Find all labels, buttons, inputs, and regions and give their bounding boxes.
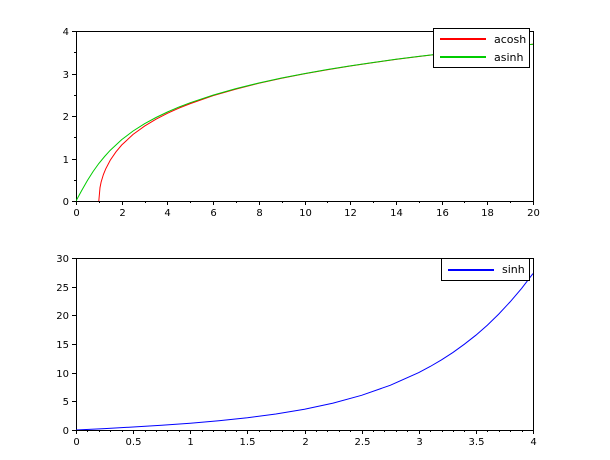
x-tick-label: 10 [299, 208, 312, 219]
x-tick-label: 12 [344, 208, 357, 219]
y-tick-label: 4 [63, 27, 69, 38]
curve-asinh [76, 43, 533, 201]
x-tick-label: 16 [436, 208, 449, 219]
y-tick-label: 30 [56, 254, 69, 265]
x-tick-label: 4 [530, 437, 536, 448]
x-tick-label: 3.5 [469, 437, 485, 448]
asinh-line-sample [440, 56, 486, 58]
legend-bottom-plot: sinh [441, 258, 530, 281]
y-tick-label: 20 [56, 311, 69, 322]
x-tick-label: 2.5 [355, 437, 371, 448]
legend-label-acosh: acosh [494, 32, 527, 46]
legend-top-plot: acosh asinh [433, 28, 530, 68]
y-tick-label: 5 [63, 397, 69, 408]
y-tick-label: 10 [56, 369, 69, 380]
plot-2: 0 0.5 1 1.5 2 2.5 3 3.5 4 0 5 10 15 20 25 30 [56, 254, 536, 448]
y-tick-label: 1 [63, 155, 69, 166]
legend-entry-sinh: sinh [442, 261, 529, 279]
curve-sinh [76, 273, 533, 430]
acosh-line-sample [440, 38, 486, 40]
x-tick-label: 3 [416, 437, 422, 448]
legend-entry-acosh: acosh [434, 30, 529, 48]
y-tick-label: 3 [63, 70, 69, 81]
x-tick-label: 4 [164, 208, 170, 219]
x-tick-label: 8 [256, 208, 262, 219]
y-tick-label: 0 [63, 197, 69, 208]
axes-box [76, 258, 534, 431]
x-tick-label: 18 [481, 208, 494, 219]
y-tick-label: 0 [63, 426, 69, 437]
legend-label-asinh: asinh [494, 50, 524, 64]
x-tick-label: 20 [527, 208, 540, 219]
x-tick-label: 6 [210, 208, 216, 219]
legend-label-sinh: sinh [502, 263, 525, 276]
x-tick-label: 2 [119, 208, 125, 219]
x-tick-label: 1 [187, 437, 193, 448]
x-tick-label: 1.5 [240, 437, 256, 448]
y-tick-label: 25 [56, 283, 69, 294]
x-tick-label: 14 [390, 208, 403, 219]
y-tick-label: 2 [63, 112, 69, 123]
x-tick-label: 2 [302, 437, 308, 448]
x-tick-label: 0 [73, 437, 79, 448]
x-tick-label: 0 [73, 208, 79, 219]
x-tick-label: 0.5 [126, 437, 142, 448]
sinh-line-sample [448, 268, 494, 271]
y-tick-label: 15 [56, 340, 69, 351]
legend-entry-asinh: asinh [434, 48, 529, 66]
